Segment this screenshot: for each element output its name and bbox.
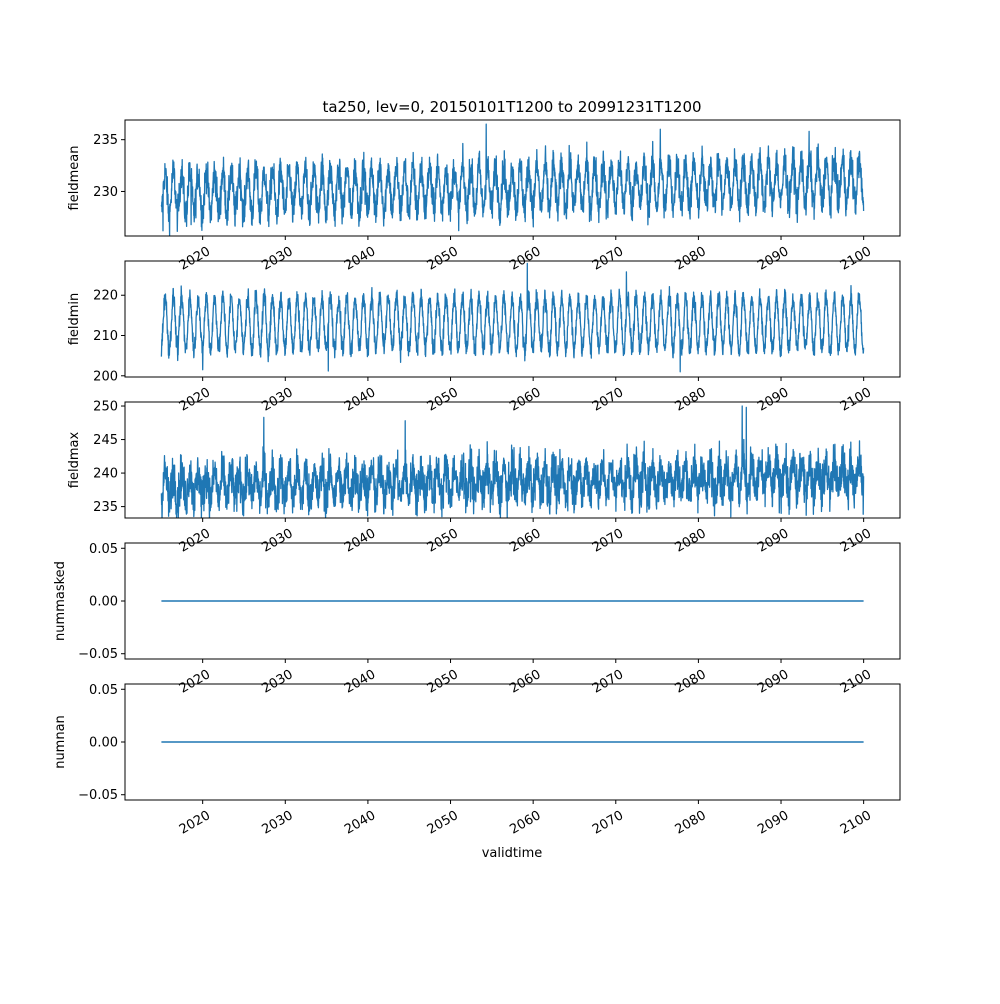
panel-fieldmin: 200 210 220 2020 2030 2040 2050 2060 2070 2080 209… bbox=[67, 260, 901, 415]
y-tick-label-numnan: 0.05 bbox=[89, 683, 118, 698]
y-axis-label-numnan: numnan bbox=[53, 715, 68, 769]
axes-frame-fieldmin bbox=[124, 260, 901, 378]
y-tick-label-nummasked: 0.05 bbox=[89, 542, 118, 557]
x-tick-label-fieldmax: 2020 bbox=[177, 526, 213, 556]
x-tick-label-numnan: 2080 bbox=[673, 808, 709, 838]
panel-fieldmax: 235 240 245 250 2020 2030 2040 2050 2060 2070 2080… bbox=[67, 400, 901, 556]
x-tick-label-fieldmean: 2040 bbox=[342, 244, 378, 274]
y-tick-label-fieldmax: 250 bbox=[93, 400, 118, 415]
y-tick-label-fieldmax: 240 bbox=[93, 467, 118, 482]
axes-frame-fieldmax bbox=[124, 401, 901, 519]
series-line-fieldmean bbox=[160, 123, 865, 236]
x-tick-label-fieldmin: 2080 bbox=[673, 385, 709, 415]
series-line-fieldmin bbox=[160, 262, 865, 373]
y-tick-label-fieldmin: 200 bbox=[93, 369, 118, 384]
y-tick-label-fieldmin: 210 bbox=[93, 329, 118, 344]
x-tick-label-fieldmean: 2090 bbox=[755, 244, 791, 274]
x-tick-label-fieldmin: 2070 bbox=[590, 385, 626, 415]
x-tick-label-numnan: 2070 bbox=[590, 808, 626, 838]
y-axis-label-fieldmax: fieldmax bbox=[67, 432, 82, 489]
y-axis-label-fieldmin: fieldmin bbox=[67, 293, 82, 346]
y-tick-label-nummasked: −0.05 bbox=[78, 647, 118, 662]
x-tick-label-nummasked: 2040 bbox=[342, 667, 378, 697]
x-tick-label-nummasked: 2050 bbox=[425, 667, 461, 697]
x-tick-label-fieldmin: 2030 bbox=[260, 385, 296, 415]
y-axis-label-nummasked: nummasked bbox=[53, 561, 68, 641]
x-tick-label-fieldmean: 2020 bbox=[177, 244, 213, 274]
y-tick-label-fieldmean: 230 bbox=[93, 185, 118, 200]
y-tick-label-numnan: 0.00 bbox=[89, 736, 118, 751]
x-tick-label-fieldmean: 2060 bbox=[507, 244, 543, 274]
x-tick-label-numnan: 2040 bbox=[342, 808, 378, 838]
x-tick-label-fieldmax: 2090 bbox=[755, 526, 791, 556]
x-tick-label-fieldmean: 2100 bbox=[838, 244, 874, 274]
x-tick-label-nummasked: 2030 bbox=[260, 667, 296, 697]
y-tick-label-nummasked: 0.00 bbox=[89, 595, 118, 610]
chart-title: ta250, lev=0, 20150101T1200 to 20991231T… bbox=[322, 98, 701, 116]
axes-frame-fieldmean bbox=[124, 119, 901, 237]
series-line-fieldmax bbox=[160, 405, 865, 518]
panels: 230 235 2020 2030 2040 2050 2060 2070 2080 2090 21… bbox=[53, 119, 901, 838]
x-tick-label-fieldmax: 2100 bbox=[838, 526, 874, 556]
x-tick-label-numnan: 2030 bbox=[260, 808, 296, 838]
x-tick-label-numnan: 2100 bbox=[838, 808, 874, 838]
panel-fieldmean: 230 235 2020 2030 2040 2050 2060 2070 2080 2090 21… bbox=[67, 119, 901, 274]
x-tick-label-numnan: 2050 bbox=[425, 808, 461, 838]
x-tick-label-nummasked: 2090 bbox=[755, 667, 791, 697]
y-tick-label-fieldmax: 235 bbox=[93, 500, 118, 515]
x-tick-label-numnan: 2020 bbox=[177, 808, 213, 838]
x-tick-label-fieldmean: 2050 bbox=[425, 244, 461, 274]
x-tick-label-fieldmean: 2030 bbox=[260, 244, 296, 274]
x-tick-label-fieldmean: 2080 bbox=[673, 244, 709, 274]
x-tick-label-fieldmax: 2070 bbox=[590, 526, 626, 556]
y-tick-label-fieldmin: 220 bbox=[93, 289, 118, 304]
x-tick-label-nummasked: 2060 bbox=[507, 667, 543, 697]
x-tick-label-fieldmin: 2020 bbox=[177, 385, 213, 415]
x-tick-label-nummasked: 2070 bbox=[590, 667, 626, 697]
panel-nummasked: −0.05 0.00 0.05 2020 2030 2040 2050 2060 2070 208… bbox=[53, 542, 901, 697]
x-tick-label-fieldmin: 2050 bbox=[425, 385, 461, 415]
y-tick-label-numnan: −0.05 bbox=[78, 788, 118, 803]
x-axis-label: validtime bbox=[482, 846, 543, 861]
x-tick-label-fieldmax: 2080 bbox=[673, 526, 709, 556]
x-tick-label-fieldmax: 2060 bbox=[507, 526, 543, 556]
y-tick-label-fieldmean: 235 bbox=[93, 133, 118, 148]
y-axis-label-fieldmean: fieldmean bbox=[67, 146, 82, 211]
x-tick-label-nummasked: 2100 bbox=[838, 667, 874, 697]
panel-numnan: −0.05 0.00 0.05 2020 2030 2040 2050 2060 2070 208… bbox=[53, 683, 901, 838]
x-tick-label-nummasked: 2080 bbox=[673, 667, 709, 697]
x-tick-label-nummasked: 2020 bbox=[177, 667, 213, 697]
x-tick-label-numnan: 2090 bbox=[755, 808, 791, 838]
x-tick-label-fieldmax: 2040 bbox=[342, 526, 378, 556]
x-tick-label-fieldmean: 2070 bbox=[590, 244, 626, 274]
x-tick-label-fieldmin: 2090 bbox=[755, 385, 791, 415]
x-tick-label-numnan: 2060 bbox=[507, 808, 543, 838]
y-tick-label-fieldmax: 245 bbox=[93, 433, 118, 448]
x-tick-label-fieldmax: 2030 bbox=[260, 526, 296, 556]
x-tick-label-fieldmax: 2050 bbox=[425, 526, 461, 556]
x-tick-label-fieldmin: 2040 bbox=[342, 385, 378, 415]
x-tick-label-fieldmin: 2060 bbox=[507, 385, 543, 415]
x-tick-label-fieldmin: 2100 bbox=[838, 385, 874, 415]
